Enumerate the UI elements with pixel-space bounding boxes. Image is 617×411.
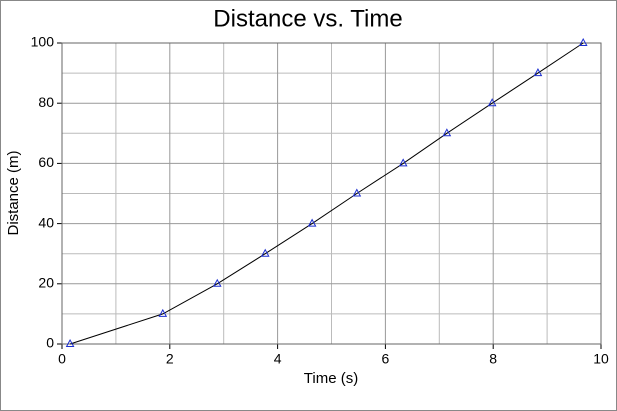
data-point bbox=[442, 128, 452, 137]
y-tick-label: 0 bbox=[46, 335, 54, 351]
y-axis-label: Distance (m) bbox=[5, 150, 22, 235]
y-tick-label: 100 bbox=[31, 34, 55, 50]
x-tick-label: 0 bbox=[58, 351, 66, 367]
data-point bbox=[533, 68, 543, 77]
y-tick-label: 40 bbox=[38, 214, 54, 230]
data-point bbox=[352, 188, 362, 197]
data-point bbox=[307, 218, 317, 227]
x-axis-label: Time (s) bbox=[304, 370, 358, 387]
data-point bbox=[65, 338, 75, 347]
x-tick-label: 8 bbox=[489, 351, 497, 367]
chart-title: Distance vs. Time bbox=[213, 5, 402, 32]
y-tick-label: 60 bbox=[38, 154, 54, 170]
data-point bbox=[260, 248, 270, 257]
x-tick-label: 2 bbox=[166, 351, 174, 367]
x-tick-label: 10 bbox=[593, 351, 609, 367]
plot-border bbox=[61, 42, 602, 345]
data-point bbox=[398, 158, 408, 167]
y-tick-label: 80 bbox=[38, 94, 54, 110]
x-tick-label: 4 bbox=[274, 351, 282, 367]
fit-line bbox=[69, 42, 584, 345]
y-tick-label: 20 bbox=[38, 275, 54, 291]
data-point bbox=[158, 308, 168, 317]
data-point bbox=[578, 37, 588, 46]
data-point bbox=[212, 278, 222, 287]
data-point bbox=[487, 98, 497, 107]
x-tick-label: 6 bbox=[382, 351, 390, 367]
